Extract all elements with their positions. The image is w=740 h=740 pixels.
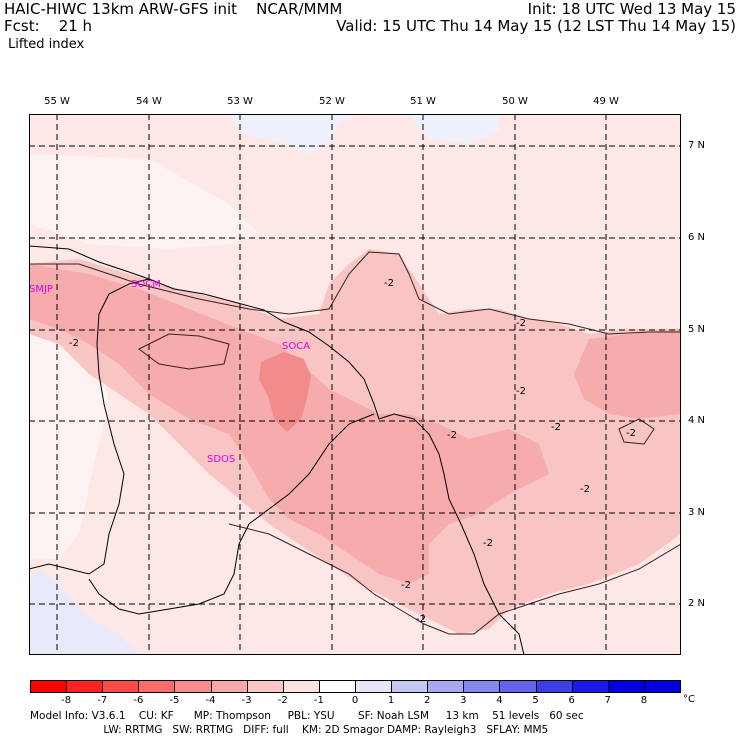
colorbar-swatch <box>30 680 68 693</box>
colorbar-tick-label: 2 <box>424 695 431 706</box>
forecast-hour: Fcst: 21 h <box>4 17 93 35</box>
station-label-sdos: SDOS <box>207 454 235 465</box>
contour-label: -2 <box>516 318 526 329</box>
colorbar-swatch <box>174 680 212 693</box>
contour-label: -2 <box>626 428 636 439</box>
lon-label-51w: 51 W <box>410 96 436 107</box>
contour-minus2-main <box>29 251 681 335</box>
colorbar-tick-label: 8 <box>640 695 648 706</box>
model-info-line2: LW: RRTMG SW: RRTMG DIFF: full KM: 2D Sm… <box>30 724 549 736</box>
colorbar-tick-label: 7 <box>604 695 611 706</box>
colorbar-tick-label: 6 <box>568 695 575 706</box>
colorbar-swatch <box>138 680 176 693</box>
field-name: Lifted index <box>8 37 85 52</box>
border-guiana-brazil <box>88 413 375 615</box>
li-minus3-east <box>574 329 681 419</box>
stable-area-north-2 <box>409 114 499 144</box>
neutral-area-nw <box>29 154 259 249</box>
colorbar-tick-label: -8 <box>61 695 72 706</box>
colorbar-swatch <box>355 680 393 693</box>
colorbar-tick-label: -7 <box>97 695 108 706</box>
colorbar-tick-label: 5 <box>532 695 539 706</box>
colorbar-swatch <box>571 680 609 693</box>
lat-label-3n: 3 N <box>688 507 706 518</box>
colorbar-swatch <box>282 680 320 693</box>
border-suriname-guiana <box>29 278 150 575</box>
lon-label-52w: 52 W <box>319 96 345 107</box>
lon-label-53w: 53 W <box>227 96 253 107</box>
colorbar-tick-label: 4 <box>496 695 503 706</box>
station-label-soca: SOCA <box>282 341 310 352</box>
stable-area-north <box>29 114 359 154</box>
stable-area-sw <box>29 569 139 655</box>
contour-minus2-island <box>138 333 230 370</box>
colorbar-swatch <box>318 680 356 693</box>
run-title: HAIC-HIWC 13km ARW-GFS init NCAR/MMM <box>4 0 343 18</box>
lat-label-4n: 4 N <box>688 415 706 426</box>
model-info-line1: Model Info: V3.6.1 CU: KF MP: Thompson P… <box>30 710 584 722</box>
coastline <box>29 245 525 655</box>
contour-label: -2 <box>551 422 561 433</box>
station-label-socm: SOCM <box>131 279 161 290</box>
contour-label: -2 <box>401 580 411 591</box>
lon-label-50w: 50 W <box>502 96 528 107</box>
contour-label: -2 <box>447 430 457 441</box>
lat-lon-grid <box>29 114 681 655</box>
colorbar-tick-label: -5 <box>169 695 180 706</box>
contour-label: -2 <box>483 538 493 549</box>
li-minus4-core <box>259 352 311 432</box>
colorbar-tick-label: -2 <box>277 695 288 706</box>
lat-label-5n: 5 N <box>688 324 706 335</box>
colorbar-tick-label: 0 <box>351 695 359 706</box>
contour-minus2-south <box>228 523 681 635</box>
colorbar-swatch <box>391 680 429 693</box>
colorbar-unit: °C <box>683 694 695 705</box>
colorbar-swatch <box>607 680 645 693</box>
valid-time: Valid: 15 UTC Thu 14 May 15 (12 LST Thu … <box>336 17 736 35</box>
init-time: Init: 18 UTC Wed 13 May 15 <box>527 0 736 18</box>
station-label-smjp: SMJP <box>29 284 53 295</box>
contour-label: -2 <box>416 614 426 625</box>
contour-label: -2 <box>384 278 394 289</box>
contour-minus2-east <box>618 418 655 445</box>
colorbar-tick-label: -4 <box>205 695 216 706</box>
lon-label-49w: 49 W <box>593 96 619 107</box>
map-frame <box>29 114 681 655</box>
colorbar-swatch <box>246 680 284 693</box>
lat-label-7n: 7 N <box>688 140 706 151</box>
lat-label-2n: 2 N <box>688 598 706 609</box>
contour-label: -2 <box>580 484 590 495</box>
contour-label: -2 <box>69 338 79 349</box>
colorbar-tick-label: 1 <box>387 695 395 706</box>
colorbar-swatch <box>535 680 573 693</box>
colorbar-tick-label: -6 <box>133 695 144 706</box>
lat-label-6n: 6 N <box>688 232 706 243</box>
lon-label-54w: 54 W <box>136 96 162 107</box>
lon-label-55w: 55 W <box>44 96 70 107</box>
colorbar-swatch <box>427 680 465 693</box>
colorbar-tick-label: 3 <box>460 695 467 706</box>
contour-label: -2 <box>516 386 526 397</box>
colorbar-swatch <box>66 680 104 693</box>
colorbar-swatch <box>463 680 501 693</box>
lifted-index-map: -2 -2 -2 -2 -2 -2 -2 -2 -2 -2 -2 SMJP SO… <box>29 114 681 655</box>
colorbar-swatch <box>643 680 681 693</box>
colorbar-swatch <box>210 680 248 693</box>
colorbar-tick-label: -1 <box>313 695 324 706</box>
colorbar-swatch <box>499 680 537 693</box>
colorbar-swatch <box>102 680 140 693</box>
colorbar-tick-label: -3 <box>241 695 252 706</box>
